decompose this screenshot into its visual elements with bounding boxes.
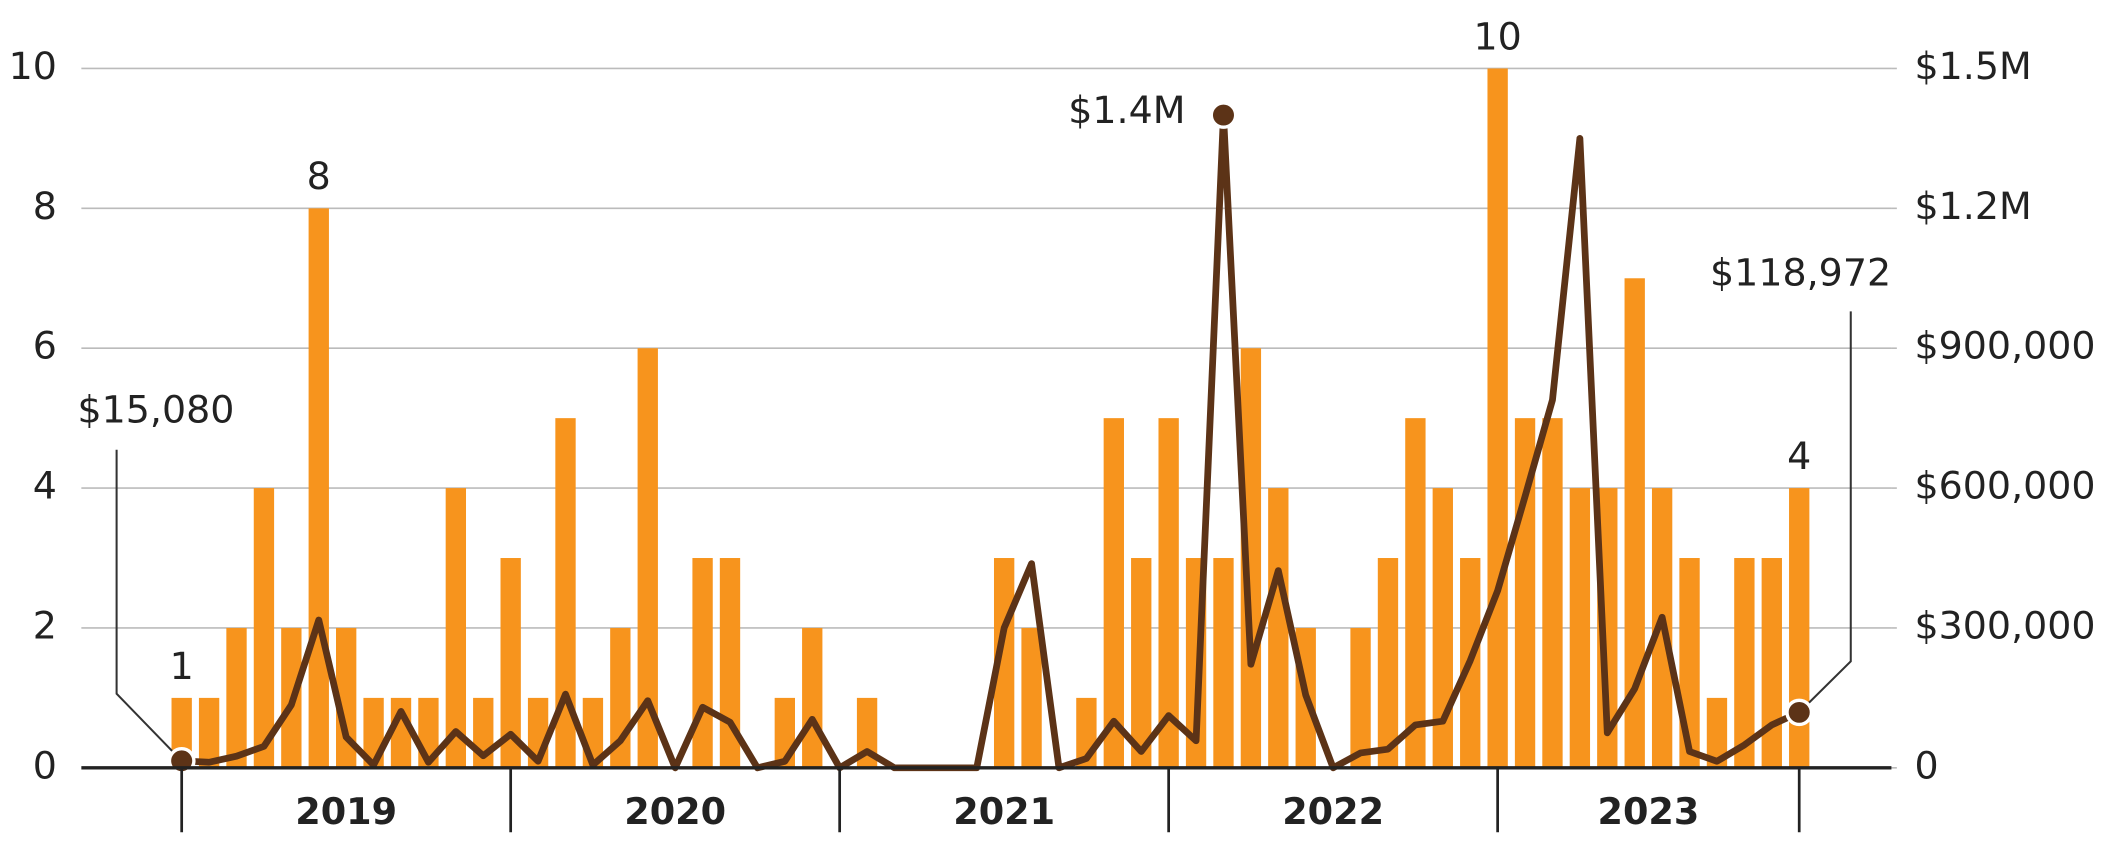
bar [1432, 488, 1453, 768]
bar [1624, 278, 1645, 768]
line-marker [1785, 698, 1814, 727]
bar [692, 558, 713, 768]
bar [1377, 558, 1399, 768]
bar [1706, 697, 1728, 768]
y-tick-label: 4 [33, 464, 57, 508]
bar [856, 697, 878, 768]
bar-value-label: 10 [1473, 15, 1521, 59]
bar [1240, 348, 1262, 768]
y-tick-label: 2 [33, 604, 57, 648]
year-label: 2023 [1598, 790, 1700, 833]
bar [719, 558, 741, 768]
bar [198, 697, 220, 768]
bar [445, 488, 467, 768]
bar [1542, 418, 1563, 768]
bar-value-label: 4 [1787, 434, 1811, 478]
bar [1350, 627, 1371, 768]
line-value-label: $118,972 [1710, 251, 1891, 295]
y2-tick-label: $600,000 [1914, 464, 2095, 508]
bar [1103, 418, 1124, 768]
line-value-label: $15,080 [77, 388, 234, 432]
y-tick-label: 10 [9, 44, 57, 88]
bar [1789, 488, 1810, 768]
year-label: 2021 [953, 790, 1055, 833]
year-label: 2022 [1282, 790, 1384, 833]
y2-tick-label: $1.5M [1914, 44, 2031, 88]
y2-tick-label: 0 [1914, 743, 1938, 787]
bar [1268, 488, 1289, 768]
bar [1021, 627, 1042, 768]
y-tick-label: 8 [33, 184, 57, 228]
bar [1761, 558, 1782, 768]
bar [253, 488, 275, 768]
bar [1158, 418, 1179, 768]
bar [226, 627, 247, 768]
y2-tick-label: $300,000 [1914, 604, 2095, 648]
bar [336, 627, 357, 768]
y-tick-label: 6 [33, 324, 57, 368]
year-label: 2019 [295, 790, 397, 833]
bar [1213, 558, 1234, 768]
bar [1569, 488, 1591, 768]
bar [637, 348, 658, 768]
y2-tick-label: $900,000 [1914, 324, 2095, 368]
bar [802, 627, 823, 768]
bar [1487, 68, 1508, 768]
bar [308, 208, 329, 768]
line-marker [1209, 101, 1238, 129]
year-label: 2020 [624, 790, 726, 833]
line-value-label: $1.4M [1068, 88, 1185, 132]
line [181, 111, 1801, 772]
bar-value-label: 8 [307, 154, 331, 198]
y2-tick-label: $1.2M [1914, 184, 2031, 228]
bar [500, 558, 521, 768]
bar [1131, 558, 1152, 768]
bar [1734, 558, 1755, 768]
bar [1405, 418, 1426, 768]
bar-value-label: 1 [170, 644, 194, 688]
leader-line [115, 449, 183, 762]
leader-line [1798, 311, 1852, 714]
y-tick-label: 0 [33, 743, 57, 787]
bar [555, 418, 576, 768]
